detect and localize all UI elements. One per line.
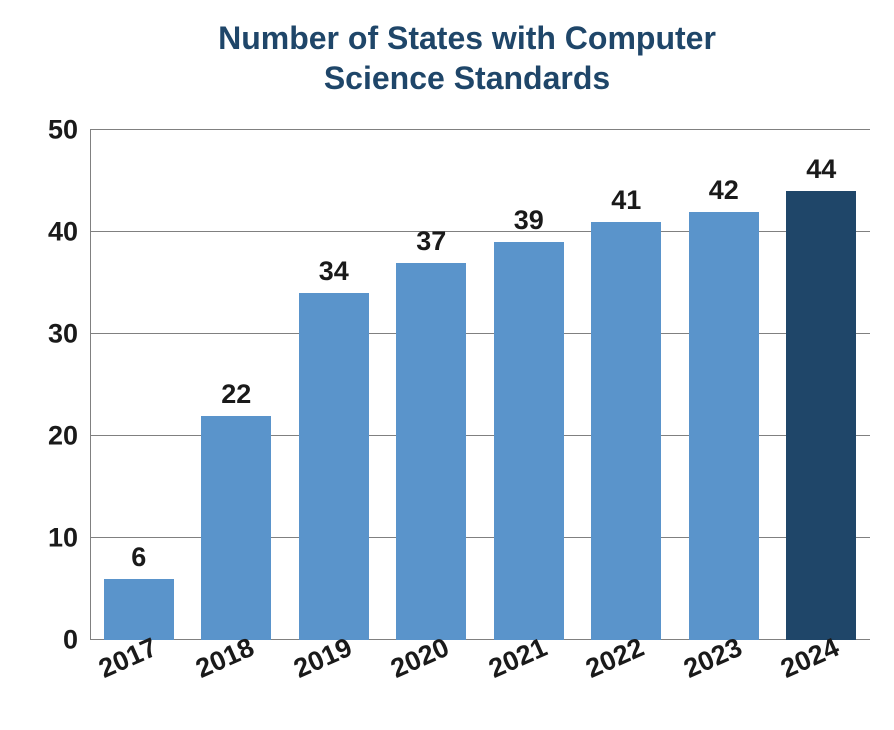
bar-value-label: 39	[514, 205, 544, 242]
bar: 34	[299, 293, 369, 640]
y-tick-label: 50	[48, 115, 90, 146]
bar: 44	[786, 191, 856, 640]
y-axis-line	[90, 130, 91, 640]
bar-value-label: 41	[611, 185, 641, 222]
y-tick-label: 20	[48, 421, 90, 452]
chart-container: Number of States with ComputerScience St…	[0, 0, 894, 730]
y-tick-label: 30	[48, 319, 90, 350]
bar-value-label: 34	[319, 256, 349, 293]
bar-value-label: 42	[709, 175, 739, 212]
bar: 41	[591, 222, 661, 640]
chart-title: Number of States with ComputerScience St…	[0, 0, 894, 98]
bar-value-label: 22	[221, 379, 251, 416]
bar-value-label: 6	[131, 542, 146, 579]
gridline	[90, 129, 870, 130]
bar-value-label: 44	[806, 154, 836, 191]
bar: 42	[689, 212, 759, 640]
bar: 37	[396, 263, 466, 640]
y-tick-label: 40	[48, 217, 90, 248]
y-tick-label: 0	[63, 625, 90, 656]
bar: 22	[201, 416, 271, 640]
y-tick-label: 10	[48, 523, 90, 554]
bar-value-label: 37	[416, 226, 446, 263]
bar: 39	[494, 242, 564, 640]
plot-area: 0102030405062017222018342019372020392021…	[90, 130, 870, 640]
